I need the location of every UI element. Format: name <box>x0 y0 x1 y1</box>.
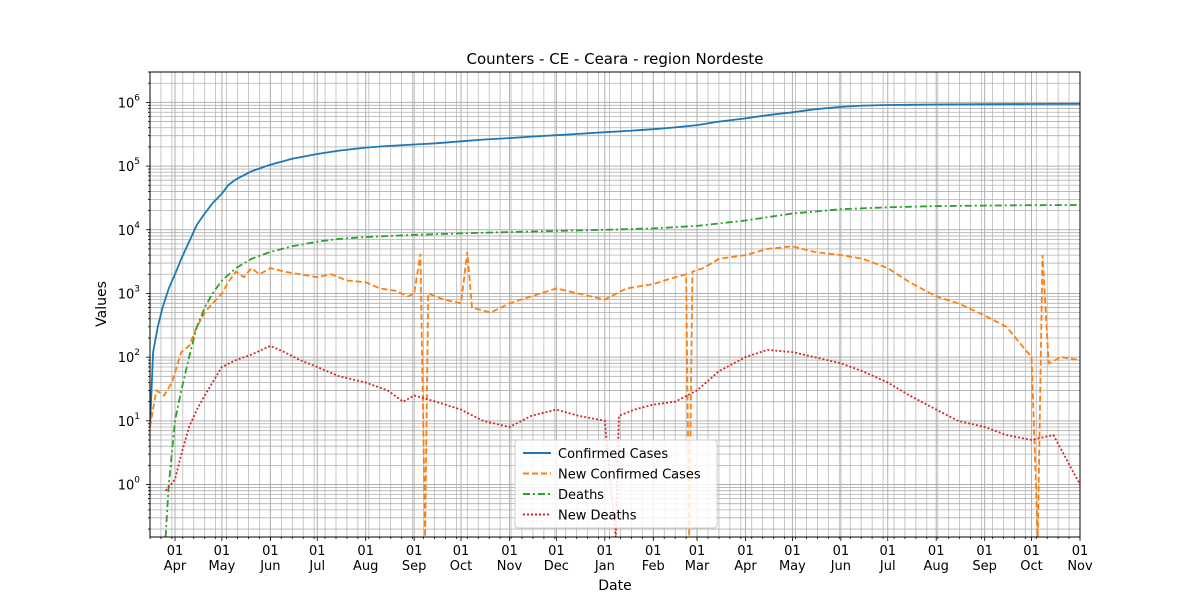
x-tick-month-label: Apr <box>734 559 757 574</box>
y-tick-label: 104 <box>118 221 141 239</box>
y-tick-exponent: 3 <box>134 284 140 294</box>
x-tick-day-label: 01 <box>548 544 565 559</box>
x-tick-month-label: Aug <box>353 559 378 574</box>
y-tick-base: 10 <box>118 224 135 239</box>
x-tick-day-label: 01 <box>976 544 993 559</box>
x-tick-month-label: May <box>208 559 235 574</box>
y-tick-base: 10 <box>118 160 135 175</box>
x-tick-day-label: 01 <box>928 544 945 559</box>
y-tick-base: 10 <box>118 351 135 366</box>
x-tick-day-label: 01 <box>737 544 754 559</box>
x-tick-month-label: Aug <box>924 559 949 574</box>
series-line-0 <box>150 102 1080 428</box>
x-tick-month-label: Oct <box>1020 559 1042 574</box>
y-tick-exponent: 5 <box>134 157 140 167</box>
chart-title: Counters - CE - Ceara - region Nordeste <box>467 50 764 68</box>
legend-label: New Confirmed Cases <box>558 468 701 483</box>
x-tick-month-label: May <box>779 559 806 574</box>
x-tick-month-label: Apr <box>164 559 187 574</box>
x-tick-day-label: 01 <box>689 544 706 559</box>
x-tick-month-label: Nov <box>497 559 523 574</box>
x-tick-day-label: 01 <box>406 544 423 559</box>
legend-frame <box>514 439 718 529</box>
x-tick-month-label: Sep <box>972 559 997 574</box>
x-tick-month-label: Oct <box>450 559 472 574</box>
legend-label: New Deaths <box>558 509 637 524</box>
y-tick-label: 103 <box>118 284 140 302</box>
x-tick-day-label: 01 <box>501 544 518 559</box>
x-axis-ticks: 01Apr01May01Jun01Jul01Aug01Sep01Oct01Nov… <box>149 537 1093 574</box>
y-tick-label: 105 <box>118 157 140 175</box>
x-tick-month-label: Jun <box>830 559 851 574</box>
legend-label: Deaths <box>558 488 604 503</box>
x-tick-day-label: 01 <box>784 544 801 559</box>
x-tick-month-label: Jun <box>259 559 280 574</box>
y-axis-label: Values <box>94 281 110 327</box>
plot-frame <box>149 71 1081 538</box>
x-axis-label: Date <box>598 578 631 594</box>
x-tick-month-label: Mar <box>685 559 710 574</box>
x-tick-month-label: Feb <box>642 559 665 574</box>
x-tick-day-label: 01 <box>1023 544 1040 559</box>
y-tick-exponent: 6 <box>134 93 140 103</box>
y-tick-base: 10 <box>118 415 135 430</box>
y-tick-label: 101 <box>118 412 140 430</box>
series-lines <box>150 102 1080 537</box>
series-line-2 <box>164 204 1080 537</box>
x-tick-day-label: 01 <box>309 544 326 559</box>
y-tick-base: 10 <box>118 287 135 302</box>
x-tick-month-label: Nov <box>1067 559 1093 574</box>
legend: Confirmed Cases New Confirmed Cases Deaths… <box>514 439 718 529</box>
y-tick-base: 10 <box>118 479 135 494</box>
y-tick-exponent: 0 <box>134 476 140 486</box>
x-tick-day-label: 01 <box>453 544 470 559</box>
x-tick-day-label: 01 <box>833 544 850 559</box>
legend-label: Confirmed Cases <box>558 447 668 462</box>
y-tick-exponent: 2 <box>134 348 140 358</box>
x-tick-day-label: 01 <box>879 544 896 559</box>
y-tick-label: 102 <box>118 348 140 366</box>
x-tick-day-label: 01 <box>214 544 231 559</box>
y-tick-exponent: 1 <box>134 412 140 422</box>
x-tick-day-label: 01 <box>167 544 184 559</box>
y-tick-exponent: 4 <box>134 221 140 231</box>
y-tick-label: 100 <box>118 476 141 494</box>
x-tick-month-label: Jan <box>594 559 615 574</box>
x-tick-day-label: 01 <box>262 544 279 559</box>
x-tick-day-label: 01 <box>597 544 614 559</box>
x-tick-day-label: 01 <box>1072 544 1089 559</box>
x-tick-month-label: Sep <box>402 559 427 574</box>
y-tick-base: 10 <box>118 96 135 111</box>
x-tick-day-label: 01 <box>645 544 662 559</box>
x-tick-day-label: 01 <box>357 544 374 559</box>
x-tick-month-label: Jul <box>308 559 325 574</box>
y-tick-label: 106 <box>118 93 141 111</box>
x-tick-month-label: Dec <box>544 559 569 574</box>
x-tick-month-label: Jul <box>879 559 896 574</box>
series-line-1 <box>150 245 1080 537</box>
